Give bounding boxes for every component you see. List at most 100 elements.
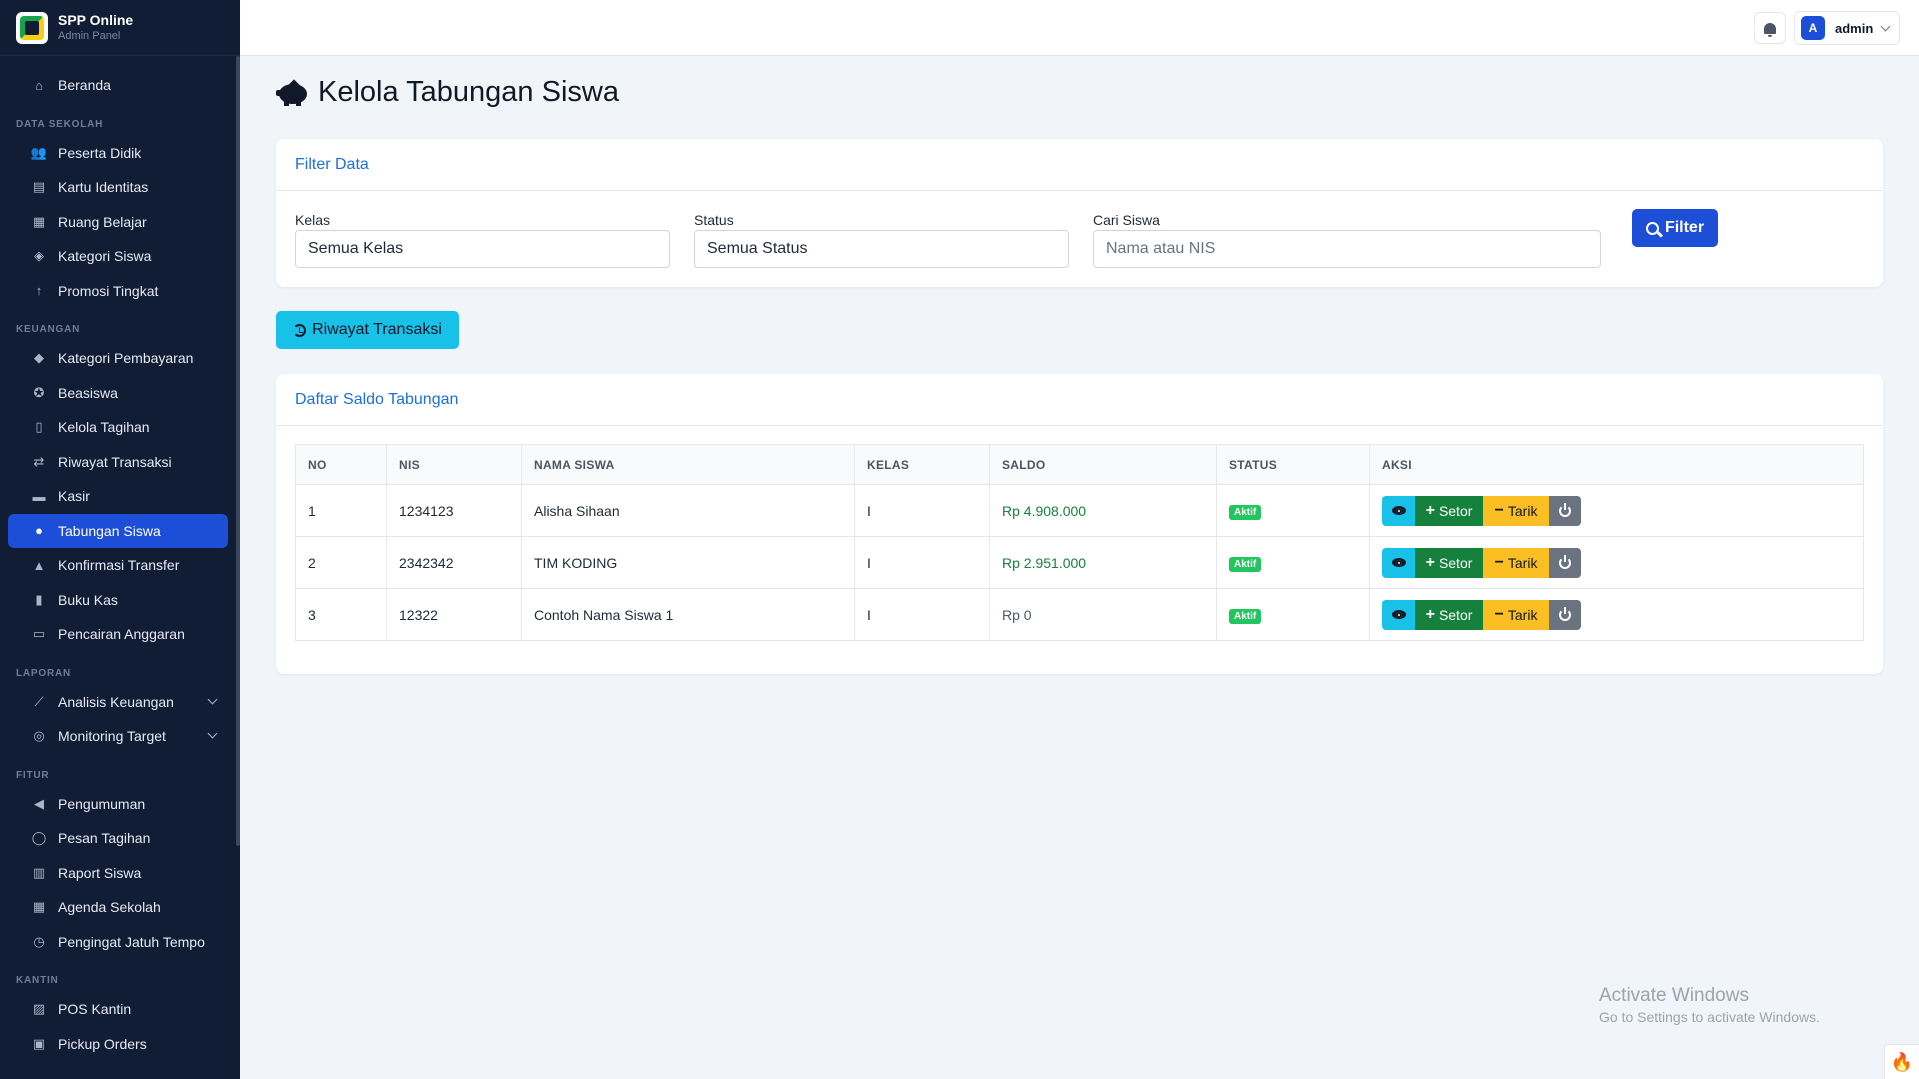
toggle-status-button[interactable] bbox=[1549, 599, 1581, 630]
toggle-status-button[interactable] bbox=[1549, 495, 1581, 526]
sidebar-item-kategori-pembayaran[interactable]: ◆ Kategori Pembayaran bbox=[8, 341, 228, 376]
sidebar-item-tabungan-siswa[interactable]: ● Tabungan Siswa bbox=[8, 513, 228, 548]
minus-icon: − bbox=[1494, 501, 1504, 519]
col-kelas: KELAS bbox=[854, 444, 990, 485]
setor-label: Setor bbox=[1438, 554, 1473, 571]
brand-title: SPP Online bbox=[58, 12, 134, 28]
col-aksi: AKSI bbox=[1369, 444, 1864, 485]
sidebar-item-beasiswa[interactable]: ✪ Beasiswa bbox=[8, 376, 228, 411]
cell-no: 3 bbox=[295, 588, 387, 641]
sidebar-item-peserta-didik[interactable]: 👥 Peserta Didik bbox=[8, 136, 228, 171]
search-input[interactable]: Nama atau NIS bbox=[1093, 230, 1601, 268]
sidebar-item-label: Kartu Identitas bbox=[58, 179, 149, 196]
cell-saldo: Rp 4.908.000 bbox=[989, 484, 1217, 537]
view-button[interactable] bbox=[1382, 547, 1415, 578]
sidebar-item-label: Peserta Didik bbox=[58, 144, 142, 161]
setor-label: Setor bbox=[1438, 502, 1473, 519]
cell-nis: 1234123 bbox=[386, 484, 522, 537]
minus-icon: − bbox=[1494, 605, 1504, 623]
cell-no: 1 bbox=[295, 484, 387, 537]
money-icon: ▭ bbox=[32, 626, 46, 642]
setor-button[interactable]: + Setor bbox=[1415, 599, 1483, 630]
sidebar-scrollbar[interactable] bbox=[236, 56, 240, 846]
sidebar-item-pencairan-anggaran[interactable]: ▭ Pencairan Anggaran bbox=[8, 617, 228, 652]
status-badge: Aktif bbox=[1229, 504, 1262, 520]
sidebar-item-pengingat-jatuh-tempo[interactable]: ◷ Pengingat Jatuh Tempo bbox=[8, 925, 228, 960]
list-card-title: Daftar Saldo Tabungan bbox=[276, 374, 1883, 426]
sidebar-item-kategori-siswa[interactable]: ◈ Kategori Siswa bbox=[8, 239, 228, 274]
minus-icon: − bbox=[1494, 553, 1504, 571]
piggy-bank-icon bbox=[276, 78, 310, 106]
status-select[interactable]: Semua Status bbox=[694, 230, 1069, 268]
status-badge: Aktif bbox=[1229, 556, 1262, 572]
col-status: STATUS bbox=[1216, 444, 1370, 485]
sidebar-section-title: LAPORAN bbox=[16, 667, 72, 679]
tarik-button[interactable]: − Tarik bbox=[1483, 547, 1549, 578]
eye-icon bbox=[1391, 506, 1406, 515]
setor-button[interactable]: + Setor bbox=[1415, 495, 1483, 526]
sidebar-item-kasir[interactable]: ▬ Kasir bbox=[8, 479, 228, 514]
sidebar-item-promosi-tingkat[interactable]: ↑ Promosi Tingkat bbox=[8, 274, 228, 309]
sidebar-item-kelola-tagihan[interactable]: ▯ Kelola Tagihan bbox=[8, 410, 228, 445]
col-nama: NAMA SISWA bbox=[521, 444, 855, 485]
sidebar-item-agenda-sekolah[interactable]: ▦ Agenda Sekolah bbox=[8, 890, 228, 925]
users-icon: 👥 bbox=[30, 144, 48, 160]
sidebar-item-pesan-tagihan[interactable]: ◯ Pesan Tagihan bbox=[8, 821, 228, 856]
sidebar-item-label: Kategori Siswa bbox=[58, 248, 152, 265]
filter-button[interactable]: Filter bbox=[1632, 209, 1718, 247]
cell-saldo: Rp 0 bbox=[989, 588, 1217, 641]
tarik-label: Tarik bbox=[1507, 502, 1538, 519]
brand-logo bbox=[16, 11, 48, 44]
balance-table: NO NIS NAMA SISWA KELAS SALDO STATUS AKS… bbox=[295, 444, 1864, 641]
fire-icon[interactable]: 🔥 bbox=[1884, 1044, 1919, 1079]
tarik-button[interactable]: − Tarik bbox=[1483, 599, 1549, 630]
brand-subtitle: Admin Panel bbox=[58, 30, 121, 42]
sidebar-item-ruang-belajar[interactable]: ▦ Ruang Belajar bbox=[8, 205, 228, 240]
filter-button-label: Filter bbox=[1664, 219, 1705, 236]
sidebar-section-title: KANTIN bbox=[16, 975, 59, 986]
sidebar-item-buku-kas[interactable]: ▮ Buku Kas bbox=[8, 583, 228, 618]
notification-button[interactable] bbox=[1754, 12, 1786, 44]
cell-nama: TIM KODING bbox=[521, 536, 855, 589]
sidebar-item-riwayat-transaksi[interactable]: ⇄ Riwayat Transaksi bbox=[8, 445, 228, 480]
exchange-icon: ⇄ bbox=[33, 453, 45, 469]
view-button[interactable] bbox=[1382, 495, 1415, 526]
piggy-bank-icon: ● bbox=[35, 523, 43, 539]
sidebar-item-monitoring-target[interactable]: ◎ Monitoring Target bbox=[8, 719, 228, 754]
sidebar-item-raport-siswa[interactable]: ▥ Raport Siswa bbox=[8, 856, 228, 891]
store-icon: ▨ bbox=[32, 1001, 46, 1017]
view-button[interactable] bbox=[1382, 599, 1415, 630]
eye-icon bbox=[1391, 558, 1406, 567]
chevron-down-icon bbox=[1880, 21, 1891, 31]
sidebar-item-pengumuman[interactable]: ◀ Pengumuman bbox=[8, 787, 228, 822]
user-menu-button[interactable]: A admin bbox=[1794, 11, 1900, 45]
sidebar-item-label: Raport Siswa bbox=[58, 864, 142, 881]
setor-button[interactable]: + Setor bbox=[1415, 547, 1483, 578]
sidebar-item-kartu-identitas[interactable]: ▤ Kartu Identitas bbox=[8, 170, 228, 205]
calendar-icon: ▦ bbox=[32, 899, 46, 915]
book-open-icon: ▥ bbox=[32, 864, 46, 880]
search-icon bbox=[1645, 221, 1659, 235]
sidebar-item-pos-kantin[interactable]: ▨ POS Kantin bbox=[8, 992, 228, 1027]
sidebar-item-label: Pengingat Jatuh Tempo bbox=[58, 933, 205, 950]
sidebar-item-label: Beranda bbox=[58, 77, 111, 94]
sidebar-item-beranda[interactable]: ⌂ Beranda bbox=[8, 68, 228, 103]
cell-kelas: I bbox=[854, 536, 990, 589]
sidebar-item-pickup-orders[interactable]: ▣ Pickup Orders bbox=[8, 1027, 228, 1062]
history-button[interactable]: Riwayat Transaksi bbox=[276, 311, 459, 349]
tarik-button[interactable]: − Tarik bbox=[1483, 495, 1549, 526]
sidebar-item-label: Ruang Belajar bbox=[58, 213, 147, 230]
row-actions: + Setor − Tarik bbox=[1382, 547, 1863, 578]
clock-icon: ◷ bbox=[33, 933, 45, 949]
sidebar-item-konfirmasi-transfer[interactable]: ▲ Konfirmasi Transfer bbox=[8, 548, 228, 583]
table-header-row: NO NIS NAMA SISWA KELAS SALDO STATUS AKS… bbox=[295, 444, 1864, 485]
topbar bbox=[240, 0, 1919, 56]
toggle-status-button[interactable] bbox=[1549, 547, 1581, 578]
kelas-select[interactable]: Semua Kelas bbox=[295, 230, 670, 268]
sidebar-section-title: KEUANGAN bbox=[16, 324, 81, 335]
balance-list-card: Daftar Saldo Tabungan NO NIS NAMA SISWA … bbox=[276, 374, 1883, 674]
power-icon bbox=[1559, 554, 1571, 569]
sidebar-item-analisis-keuangan[interactable]: ⟋ Analisis Keuangan bbox=[8, 685, 228, 720]
brand[interactable]: SPP Online Admin Panel bbox=[0, 0, 240, 56]
col-saldo: SALDO bbox=[989, 444, 1217, 485]
